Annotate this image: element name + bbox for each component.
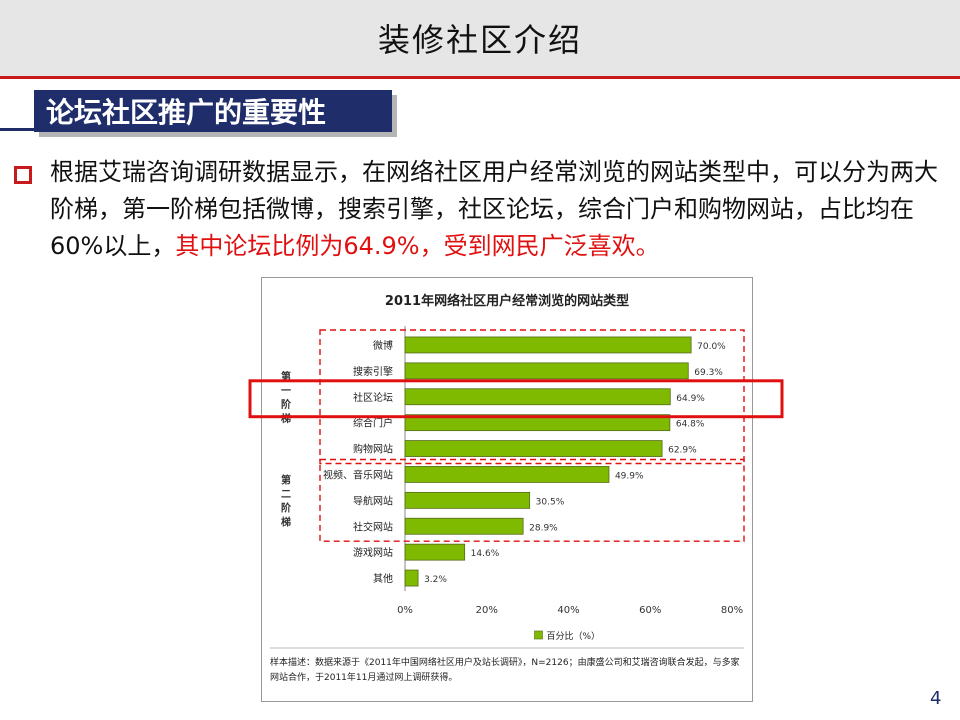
category-label: 其他 — [373, 572, 393, 585]
tier-label-char-0-0: 第 — [281, 370, 291, 383]
x-tick-label: 40% — [557, 605, 579, 616]
tier-dashed-box — [319, 458, 745, 542]
category-label: 搜索引擎 — [353, 365, 393, 378]
bar — [404, 543, 466, 561]
value-label: 3.2% — [424, 575, 447, 585]
legend-swatch — [534, 630, 543, 640]
category-label: 社区论坛 — [353, 391, 393, 404]
category-label: 综合门户 — [353, 417, 393, 430]
bar — [404, 336, 692, 354]
bar — [404, 466, 610, 483]
x-tick-label: 80% — [721, 605, 743, 616]
value-label: 30.5% — [536, 497, 565, 507]
x-tick-label: 60% — [639, 605, 661, 616]
bar — [404, 414, 671, 432]
category-label: 视频、音乐网站 — [323, 468, 393, 481]
slide-title: 装修社区介绍 — [377, 21, 582, 59]
tier-label-char-0-3: 梯 — [281, 412, 291, 425]
bar — [404, 362, 689, 380]
chart-note: 样本描述：数据来源于《2011年中国网络社区用户及站长调研》，N=2126；由康… — [270, 658, 740, 683]
square-bullet-icon — [14, 166, 32, 184]
tier-label-char-0-1: 一 — [281, 386, 291, 397]
chart-frame: 2011年网络社区用户经常浏览的网站类型 第一阶梯第二阶梯微博 70.0% 搜索引擎… — [261, 277, 753, 702]
bar — [404, 517, 524, 535]
section-underline — [0, 128, 46, 131]
tier-label-char-0-2: 阶 — [281, 398, 292, 411]
tier-label-char-1-1: 二 — [281, 488, 291, 500]
tier-label-char-1-0: 第 — [281, 473, 291, 486]
value-label: 49.9% — [615, 471, 644, 481]
bar — [404, 440, 663, 457]
bar — [404, 388, 671, 406]
value-label: 28.9% — [529, 523, 558, 533]
section-heading: 论坛社区推广的重要性 — [46, 96, 327, 129]
section-heading-box: 论坛社区推广的重要性 — [34, 90, 392, 132]
value-label: 14.6% — [471, 549, 500, 559]
chart-title: 2011年网络社区用户经常浏览的网站类型 — [384, 294, 630, 309]
value-label: 70.0% — [697, 342, 726, 352]
body-paragraph: 根据艾瑞咨询调研数据显示，在网络社区用户经常浏览的网站类型中，可以分为两大阶梯，… — [50, 154, 945, 265]
x-tick-label: 20% — [476, 605, 498, 616]
title-bar: 装修社区介绍 — [0, 0, 960, 79]
legend-label: 百分比（%） — [547, 630, 601, 642]
value-label: 62.9% — [668, 446, 697, 456]
category-label: 导航网站 — [353, 494, 393, 507]
paragraph-highlight: 其中论坛比例为64.9%，受到网民广泛喜欢。 — [175, 232, 660, 260]
tier-label-char-1-3: 梯 — [281, 515, 291, 528]
category-label: 购物网站 — [353, 443, 393, 456]
tier-label-char-1-2: 阶 — [281, 501, 292, 514]
category-label: 微博 — [373, 339, 393, 352]
value-label: 69.3% — [694, 368, 723, 378]
x-tick-label: 0% — [397, 605, 413, 616]
value-label: 64.8% — [676, 420, 705, 430]
value-label: 64.9% — [676, 394, 705, 404]
page-number: 4 — [930, 688, 942, 709]
paragraph-text: 根据艾瑞咨询调研数据显示，在网络社区用户经常浏览的网站类型中，可以分为两大阶梯，… — [50, 158, 938, 260]
bar — [404, 569, 419, 587]
category-label: 社交网站 — [353, 520, 393, 533]
bar — [404, 491, 531, 509]
category-label: 游戏网站 — [353, 546, 393, 559]
